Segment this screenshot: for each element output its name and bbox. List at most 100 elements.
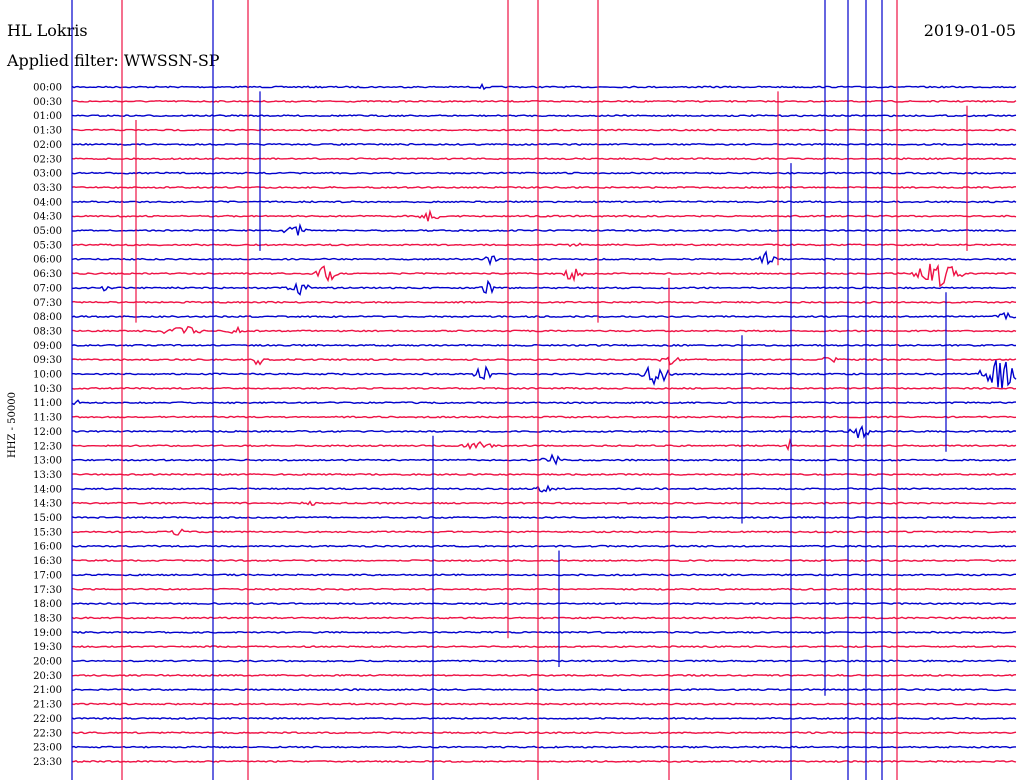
trace-line	[71, 630, 1017, 634]
trace-line	[71, 500, 1017, 506]
row-time-label: 21:30	[33, 700, 62, 711]
trace-line	[71, 515, 1017, 520]
row-time-label: 05:00	[33, 226, 62, 237]
row-time-label: 12:30	[33, 441, 62, 452]
trace-line	[72, 415, 1017, 419]
trace-line	[71, 645, 1017, 649]
row-time-label: 09:30	[33, 355, 62, 366]
trace-line	[71, 386, 1017, 390]
row-time-label: 21:00	[33, 685, 62, 696]
trace-line	[71, 731, 1017, 735]
row-time-label: 22:00	[33, 714, 62, 725]
row-time-label: 18:00	[33, 599, 62, 610]
trace-rows: 00:00 00:30 01:00 01:30 02:00 02:30 03:00 03:30…	[33, 0, 1017, 780]
row-time-label: 23:00	[33, 743, 62, 754]
row-time-label: 19:00	[33, 628, 62, 639]
trace-line	[71, 82, 1017, 91]
row-time-label: 17:00	[33, 570, 62, 581]
row-time-label: 20:30	[33, 671, 62, 682]
station-title: HL Lokris	[7, 21, 88, 40]
row-time-label: 03:30	[33, 183, 62, 194]
trace-line	[71, 128, 1017, 132]
trace-line	[71, 222, 1017, 236]
trace-line	[71, 716, 1017, 720]
row-time-label: 02:00	[33, 140, 62, 151]
row-time-label: 20:00	[33, 657, 62, 668]
row-time-label: 08:30	[33, 326, 62, 337]
row-time-label: 23:30	[33, 757, 62, 768]
y-axis-label: HHZ - 50000	[7, 392, 18, 458]
trace-line	[71, 673, 1017, 677]
row-time-label: 13:30	[33, 470, 62, 481]
row-time-label: 00:00	[33, 83, 62, 94]
trace-line	[71, 573, 1016, 577]
row-time-label: 19:30	[33, 642, 62, 653]
row-time-label: 04:30	[33, 212, 62, 223]
trace-line	[71, 472, 1017, 476]
trace-line	[72, 528, 1017, 536]
row-time-label: 16:00	[33, 542, 62, 553]
trace-line	[71, 759, 1017, 763]
row-time-label: 22:30	[33, 728, 62, 739]
row-time-label: 06:30	[33, 269, 62, 280]
trace-line	[71, 544, 1017, 548]
trace-line	[72, 279, 1017, 296]
row-time-label: 07:00	[33, 283, 62, 294]
row-time-label: 10:30	[33, 384, 62, 395]
trace-line	[71, 587, 1017, 591]
row-time-label: 11:00	[33, 398, 62, 409]
trace-line	[71, 702, 1017, 706]
date-label: 2019-01-05	[924, 21, 1016, 40]
row-time-label: 06:00	[33, 255, 62, 266]
trace-line	[71, 171, 1017, 175]
row-time-label: 15:30	[33, 527, 62, 538]
row-time-label: 05:30	[33, 240, 62, 251]
trace-line	[72, 360, 1017, 390]
row-time-label: 02:30	[33, 154, 62, 165]
trace-line	[71, 356, 1017, 366]
trace-line	[71, 142, 1017, 146]
row-time-label: 18:30	[33, 613, 62, 624]
row-time-label: 04:00	[33, 197, 62, 208]
trace-line	[71, 438, 1017, 452]
trace-line	[71, 484, 1017, 493]
trace-line	[71, 399, 1016, 406]
row-time-label: 08:00	[33, 312, 62, 323]
row-time-label: 16:30	[33, 556, 62, 567]
trace-line	[71, 263, 1017, 288]
row-time-label: 17:30	[33, 585, 62, 596]
trace-line	[71, 157, 1017, 161]
trace-line	[71, 242, 1017, 248]
row-time-label: 10:00	[33, 370, 62, 381]
row-time-label: 01:30	[33, 126, 62, 137]
row-time-label: 12:00	[33, 427, 62, 438]
trace-line	[71, 659, 1017, 663]
trace-line	[71, 311, 1017, 321]
row-time-label: 03:00	[33, 169, 62, 180]
trace-line	[71, 343, 1017, 347]
trace-line	[71, 300, 1017, 304]
trace-line	[71, 209, 1017, 222]
filter-subtitle: Applied filter: WWSSN-SP	[6, 51, 220, 70]
trace-line	[71, 99, 1017, 103]
trace-line	[71, 602, 1017, 606]
row-time-label: 13:00	[33, 456, 62, 467]
trace-line	[71, 616, 1017, 620]
trace-line	[71, 114, 1017, 118]
trace-line	[71, 250, 1017, 267]
trace-line	[71, 745, 1016, 749]
row-time-label: 14:00	[33, 484, 62, 495]
row-time-label: 09:00	[33, 341, 62, 352]
trace-line	[71, 185, 1016, 189]
trace-line	[71, 325, 1017, 335]
trace-line	[71, 424, 1017, 440]
row-time-label: 07:30	[33, 298, 62, 309]
row-time-label: 15:00	[33, 513, 62, 524]
trace-line	[71, 453, 1017, 466]
row-time-label: 00:30	[33, 97, 62, 108]
trace-line	[71, 688, 1017, 692]
trace-line	[71, 200, 1017, 204]
row-time-label: 14:30	[33, 499, 62, 510]
row-time-label: 01:00	[33, 111, 62, 122]
